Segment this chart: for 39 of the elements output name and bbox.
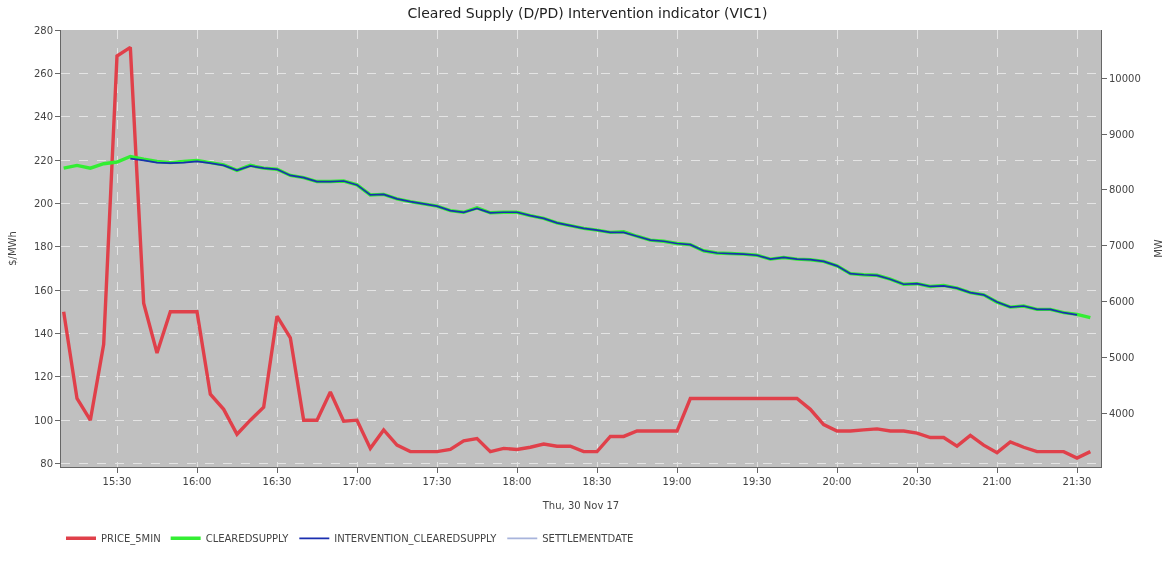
y-tick-label: 240 [33, 111, 53, 123]
x-tick-label: 19:00 [662, 476, 692, 487]
x-tick-label: 18:30 [582, 476, 612, 487]
y-tick-label: 160 [33, 284, 53, 296]
chart-title: Cleared Supply (D/PD) Intervention indicator (VIC1) [407, 5, 768, 22]
y2-tick-label: 7000 [1109, 240, 1135, 252]
legend-label: CLEAREDSUPPLY [205, 533, 290, 545]
x-tick-label: 15:30 [102, 476, 132, 487]
x-tick-label: 16:00 [182, 476, 212, 487]
legend-label: PRICE_5MIN [101, 533, 161, 546]
y2-tick-label: 5000 [1109, 351, 1135, 363]
x-tick-label: 17:00 [342, 476, 372, 487]
y-tick-label: 280 [33, 24, 53, 36]
legend-label: INTERVENTION_CLEAREDSUPPLY [334, 533, 498, 546]
y-tick-label: 220 [33, 154, 53, 166]
y-tick-label: 80 [40, 458, 53, 470]
y-axis-title: $/MWh [6, 231, 18, 266]
y-tick-label: 260 [33, 67, 53, 79]
x-tick-label: 18:00 [502, 476, 532, 487]
y2-tick-label: 6000 [1109, 296, 1135, 308]
legend-label: SETTLEMENTDATE [542, 533, 634, 545]
y-tick-label: 200 [33, 197, 53, 209]
x-tick-label: 21:30 [1062, 476, 1092, 487]
y2-tick-label: 9000 [1109, 128, 1135, 140]
x-tick-label: 16:30 [262, 476, 292, 487]
y-tick-label: 100 [33, 414, 53, 426]
y-tick-label: 120 [33, 371, 53, 383]
y-tick-label: 140 [33, 327, 53, 339]
x-tick-label: 17:30 [422, 476, 452, 487]
y2-tick-label: 4000 [1109, 407, 1135, 419]
y-tick-label: 180 [33, 241, 53, 253]
x-tick-label: 21:00 [982, 476, 1012, 487]
x-tick-label: 20:30 [902, 476, 932, 487]
y2-axis-title: MW [1153, 239, 1165, 258]
x-tick-label: 19:30 [742, 476, 772, 487]
x-tick-label: 20:00 [822, 476, 852, 487]
y2-tick-label: 10000 [1109, 72, 1141, 84]
x-axis-title: Thu, 30 Nov 17 [541, 499, 620, 511]
y2-tick-label: 8000 [1109, 184, 1135, 196]
